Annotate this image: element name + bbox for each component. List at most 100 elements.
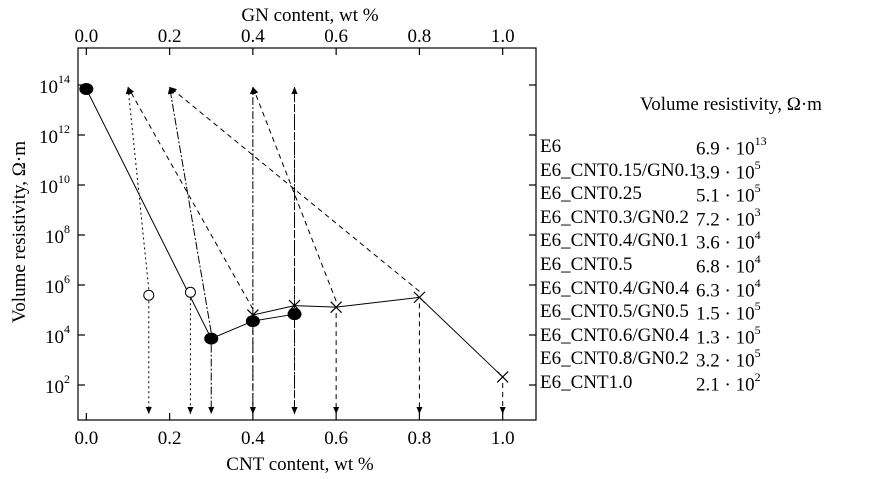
cnt-guide-arrow-head [333,407,340,414]
gn-guide-arrow-head [252,87,259,95]
x2-tick-label: 0.2 [158,26,182,47]
legend-mantissa: 1.3 · 10 [696,327,755,349]
axes: 0.0 0.2 0.4 0.6 0.8 1.00.0 0.2 0.4 0.6 0.8 1.01021… [39,26,536,449]
y-tick-exponent: 8 [64,222,70,236]
legend-resistivity-value: 7.2 · 103 [696,204,761,231]
x-tick-label: 0.4 [241,428,265,449]
legend-sample-name: E6_CNT1.0 [540,372,633,393]
gn-guide-arrow-head [169,87,177,94]
legend-resistivity-value: 1.5 · 105 [696,299,761,325]
y-tick-exponent: 4 [64,322,70,336]
legend-mantissa: 5.1 · 10 [696,185,755,207]
legend-mantissa: 2.1 · 10 [696,374,755,396]
point-cross [288,299,301,312]
legend-sample-name: E6 [540,136,562,157]
y-tick-label: 108 [45,222,70,248]
cnt-guide-arrow-head [145,407,152,414]
point-open-circle [184,286,196,298]
legend-sample-name: E6_CNT0.15/GN0.1 [540,159,699,181]
legend-exponent: 13 [754,134,767,148]
x2-axis-label: GN content, wt % [241,5,378,26]
legend-exponent: 3 [754,204,761,219]
cnt-guide-arrow-head [291,407,298,414]
legend-row: E6_CNT0.5 6.8 · 104 [540,252,870,278]
x-tick-label: 0.6 [324,428,348,449]
point-filled-circle [204,332,219,345]
legend-mantissa: 7.2 · 10 [696,209,755,231]
legend-sample-name: E6_CNT0.4/GN0.1 [540,230,689,252]
gn-guide-arrow-head [167,87,174,95]
legend-exponent: 5 [754,322,761,337]
legend-resistivity-value: 1.3 · 105 [696,322,761,349]
y-tick-label: 102 [45,372,70,398]
legend-exponent: 4 [754,228,761,243]
point-cross [330,301,343,314]
legend-resistivity-value: 6.8 · 104 [696,252,761,278]
x2-tick-label: 0.8 [408,26,432,47]
legend-resistivity-value: 6.9 · 1013 [696,134,767,160]
legend-exponent: 5 [754,181,761,196]
gn-guide-arrow [127,86,150,290]
legend-resistivity-value: 6.3 · 104 [696,275,761,302]
legend-row: E6_CNT0.8/GN0.2 3.2 · 105 [540,346,870,372]
point-cross [496,371,509,383]
legend-resistivity-value: 2.1 · 102 [696,370,761,396]
x-tick-label: 1.0 [491,428,515,449]
legend-row: E6_CNT0.4/GN0.1 3.6 · 104 [540,228,870,254]
legend-mantissa: 1.5 · 10 [696,303,755,325]
series-line [85,88,295,340]
point-cross [413,291,426,304]
point-filled-circle [287,308,302,321]
legend-exponent: 4 [754,275,761,290]
legend-sample-name: E6_CNT0.4/GN0.4 [540,277,689,299]
y-tick-exponent: 2 [64,372,70,386]
data-points [79,83,509,383]
x2-tick-label: 0.4 [241,26,265,47]
legend-resistivity-value: 3.9 · 105 [696,158,761,184]
legend-mantissa: 6.3 · 10 [696,279,755,301]
legend-row: E6_CNT1.0 2.1 · 102 [540,370,870,396]
guide-arrows [125,86,506,414]
legend-row: E6_CNT0.4/GN0.4 6.3 · 104 [540,275,870,302]
legend-mantissa: 6.8 · 10 [696,256,755,278]
point-cross [246,309,259,321]
gn-guide-arrow [169,86,212,333]
legend-resistivity-value: 3.2 · 105 [696,346,761,372]
gn-guide-arrow-head [291,87,298,94]
legend-exponent: 4 [754,252,761,266]
gn-guide-arrow-head [127,87,135,95]
plot-frame [77,47,537,421]
legend-mantissa: 6.9 · 10 [696,138,755,160]
point-filled-circle [245,315,260,328]
legend-exponent: 5 [754,346,761,361]
legend-resistivity-value: 3.6 · 104 [696,228,761,254]
gn-guide-arrow [127,86,254,310]
point-open-circle [143,289,155,301]
legend-row: E6_CNT0.3/GN0.2 7.2 · 103 [540,204,870,231]
legend-sample-name: E6_CNT0.8/GN0.2 [540,348,689,370]
legend-row: E6_CNT0.25 5.1 · 105 [540,181,870,207]
y-tick-exponent: 14 [58,72,70,86]
legend-row: E6_CNT0.6/GN0.4 1.3 · 105 [540,322,870,349]
x2-tick-label: 0.0 [74,26,98,47]
x2-tick-label: 0.6 [324,26,348,47]
cnt-guide-arrow-head [416,407,423,414]
x2-tick-label: 1.0 [491,26,515,47]
legend-mantissa: 3.9 · 10 [696,161,755,183]
legend-sample-name: E6_CNT0.6/GN0.4 [540,324,689,346]
legend-resistivity-value: 5.1 · 105 [696,181,761,207]
point-filled-circle [79,83,94,96]
cnt-guide-arrow-head [249,407,256,414]
legend-sample-name: E6_CNT0.25 [540,183,642,205]
legend-mantissa: 3.2 · 10 [696,350,755,372]
legend-mantissa: 3.6 · 10 [696,232,755,254]
cnt-guide-arrow-head [208,407,215,414]
y-tick-label: 104 [45,322,70,348]
cnt-guide-arrow-head [187,407,194,414]
legend-sample-name: E6_CNT0.5/GN0.5 [540,301,689,323]
legend-row: E6_CNT0.15/GN0.1 3.9 · 105 [540,158,870,184]
x-axis-label: CNT content, wt % [226,454,374,475]
y-tick-exponent: 10 [58,172,70,186]
y-tick-label: 1010 [39,172,70,198]
